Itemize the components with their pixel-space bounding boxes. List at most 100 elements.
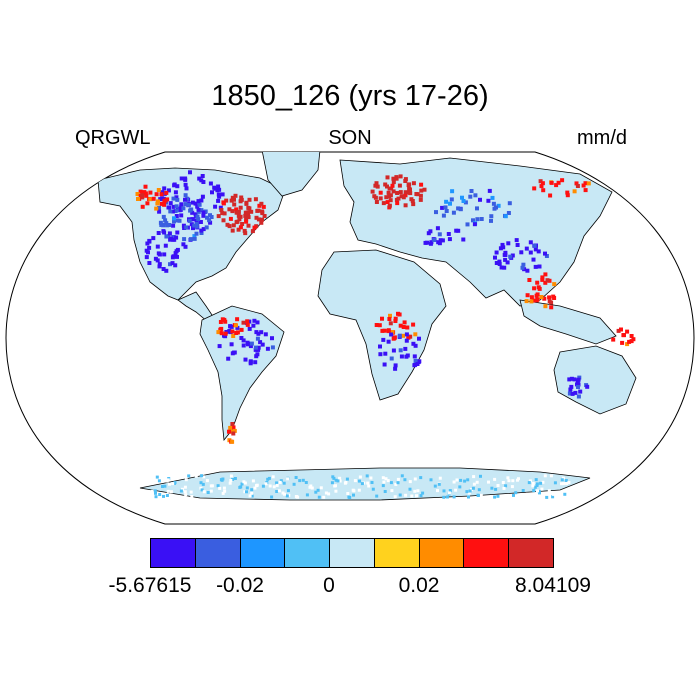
data-cell <box>255 484 258 488</box>
data-cell <box>338 476 342 480</box>
data-cell <box>399 194 404 199</box>
data-cell <box>549 305 554 310</box>
data-cell <box>525 268 530 273</box>
data-cell <box>527 278 532 282</box>
data-cell <box>560 482 563 486</box>
data-cell <box>370 481 374 484</box>
colorbar-tick-label: 0 <box>323 574 335 597</box>
data-cell <box>631 337 636 342</box>
data-cell <box>253 345 258 350</box>
data-cell <box>243 231 248 236</box>
data-cell <box>563 492 567 496</box>
data-cell <box>345 477 349 481</box>
data-cell <box>514 238 519 243</box>
data-cell <box>184 186 189 191</box>
data-cell <box>208 220 213 225</box>
data-cell <box>199 486 203 490</box>
data-cell <box>510 485 514 489</box>
data-cell <box>199 231 204 235</box>
data-cell <box>166 205 171 210</box>
data-cell <box>168 482 171 486</box>
data-cell <box>220 192 225 197</box>
data-cell <box>441 213 446 218</box>
data-cell <box>192 234 197 239</box>
data-cell <box>568 488 572 492</box>
data-cell <box>422 187 427 192</box>
data-cell <box>586 181 591 186</box>
data-cell <box>393 366 398 371</box>
data-cell <box>408 187 412 192</box>
data-cell <box>233 477 237 480</box>
data-cell <box>201 482 205 486</box>
data-cell <box>244 219 249 224</box>
data-cell <box>467 495 470 499</box>
data-cell <box>352 493 355 497</box>
data-cell <box>575 184 580 188</box>
data-cell <box>231 334 236 338</box>
data-cell <box>278 480 282 484</box>
data-cell <box>218 320 223 324</box>
data-cell <box>404 493 408 497</box>
data-cell <box>162 252 167 257</box>
data-cell <box>156 251 161 256</box>
data-cell <box>229 342 234 347</box>
data-cell <box>173 209 178 213</box>
data-cell <box>553 481 557 485</box>
data-cell <box>413 477 417 481</box>
data-cell <box>535 297 540 302</box>
data-cell <box>170 493 174 497</box>
data-cell <box>164 190 169 195</box>
data-cell <box>494 205 498 210</box>
data-cell <box>545 278 550 283</box>
data-cell <box>253 486 257 490</box>
data-cell <box>171 482 175 486</box>
data-cell <box>228 216 233 221</box>
data-cell <box>545 495 549 499</box>
colorbar-box <box>463 538 510 568</box>
data-cell <box>471 486 475 490</box>
data-cell <box>413 358 418 363</box>
data-cell <box>216 184 221 189</box>
data-cell <box>583 188 588 193</box>
data-cell <box>538 491 541 495</box>
colorbar-box <box>329 538 375 568</box>
data-cell <box>163 218 168 223</box>
data-cell <box>352 489 356 493</box>
data-cell <box>190 210 195 215</box>
data-cell <box>223 489 227 493</box>
data-cell <box>200 474 204 478</box>
data-cell <box>504 495 508 499</box>
data-cell <box>454 488 458 492</box>
data-cell <box>583 181 588 186</box>
data-cell <box>383 351 388 356</box>
data-cell <box>382 328 387 333</box>
data-cell <box>514 491 518 495</box>
data-cell <box>572 377 577 382</box>
data-cell <box>197 176 202 181</box>
data-cell <box>541 480 545 484</box>
data-cell <box>406 335 411 340</box>
data-cell <box>394 176 399 181</box>
data-cell <box>494 261 499 265</box>
data-cell <box>472 475 476 479</box>
data-cell <box>241 338 246 343</box>
data-cell <box>503 253 508 257</box>
data-cell <box>333 484 337 488</box>
data-cell <box>375 184 380 189</box>
continent-shape <box>519 299 617 345</box>
data-cell <box>410 494 414 498</box>
data-cell <box>185 196 190 201</box>
data-cell <box>456 206 461 211</box>
data-cell <box>532 286 537 291</box>
data-cell <box>164 268 169 273</box>
data-cell <box>572 189 577 194</box>
data-cell <box>346 492 350 495</box>
data-cell <box>493 477 497 481</box>
data-cell <box>189 237 193 242</box>
data-cell <box>468 489 472 493</box>
data-cell <box>231 477 235 481</box>
data-cell <box>242 228 247 233</box>
data-cell <box>188 208 193 213</box>
data-cell <box>239 195 244 200</box>
data-cell <box>413 489 417 493</box>
